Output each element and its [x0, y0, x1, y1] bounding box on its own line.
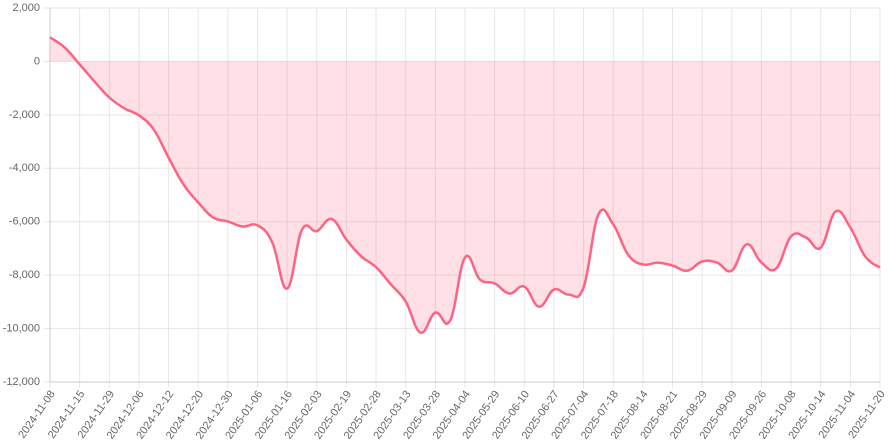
- line: [49, 36, 881, 334]
- y-tick-label: -4,000: [9, 162, 40, 174]
- y-tick-label: -12,000: [3, 376, 40, 388]
- y-tick-label: -10,000: [3, 322, 40, 334]
- y-tick-label: 2,000: [12, 2, 40, 14]
- y-tick-label: 0: [34, 55, 40, 67]
- y-tick-label: -8,000: [9, 269, 40, 281]
- y-tick-label: -6,000: [9, 216, 40, 228]
- area: [50, 37, 880, 333]
- y-tick-label: -2,000: [9, 109, 40, 121]
